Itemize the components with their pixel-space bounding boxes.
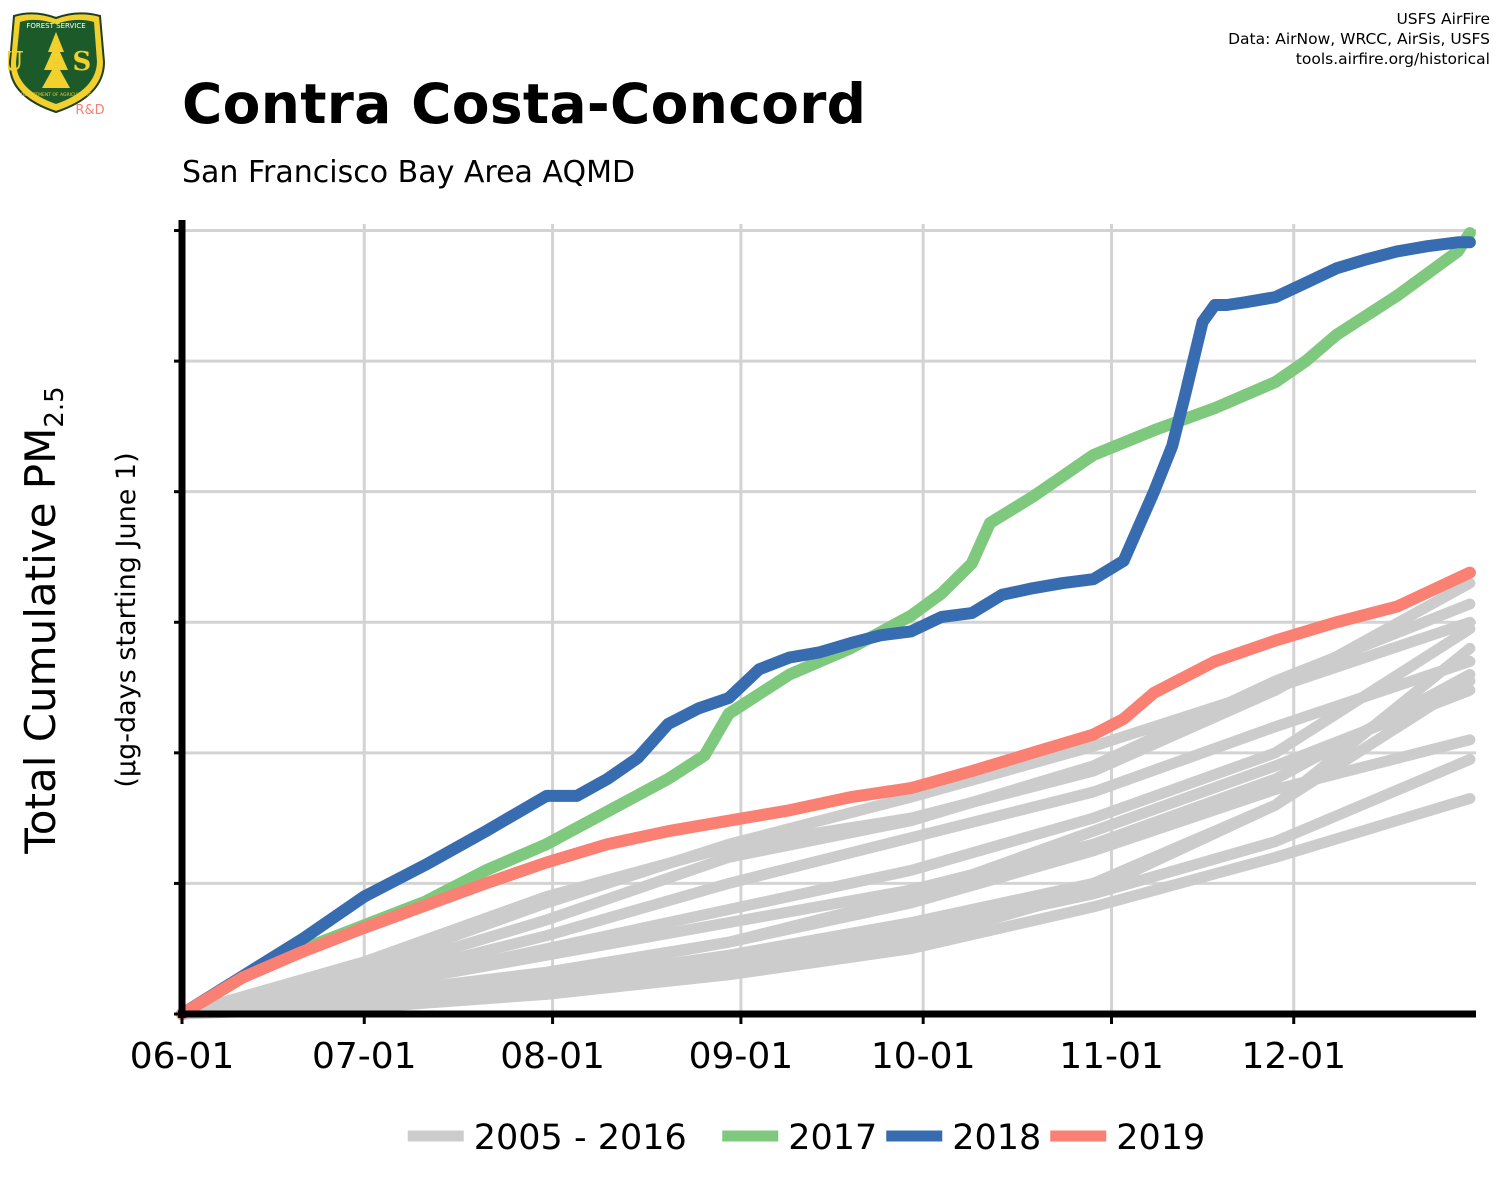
history-series-group: [176, 577, 1476, 1020]
y-axis-label-subscript: 2.5: [40, 386, 70, 427]
x-tick-label: 11-01: [1059, 1036, 1164, 1077]
series-line-2005-2016: [176, 793, 1476, 1020]
legend-label: 2017: [788, 1118, 877, 1158]
x-tick-label: 09-01: [689, 1036, 794, 1077]
y-axis-sublabel: (µg-days starting June 1): [111, 452, 142, 787]
series-line-2017: [176, 227, 1476, 1020]
series-line-2019: [176, 566, 1476, 1020]
y-axis-label: Total Cumulative PM2.5: [16, 386, 70, 854]
credit-line: Data: AirNow, WRCC, AirSis, USFS: [1228, 30, 1490, 48]
credit-line: tools.airfire.org/historical: [1295, 50, 1490, 68]
highlight-series-group: [176, 227, 1476, 1020]
usfs-logo: FOREST SERVICE U S DEPARTMENT OF AGRICUL…: [8, 12, 111, 118]
x-tick-labels: 06-01 07-01 08-01 09-01 10-01 11-01 12-01: [130, 1036, 1346, 1077]
series-line-2005-2016: [176, 753, 1476, 1020]
series-line-2005-2016: [176, 598, 1476, 1020]
chart-title: Contra Costa-Concord: [182, 72, 867, 136]
logo-rd-text: R&D: [75, 103, 104, 118]
x-tick-label: 12-01: [1241, 1036, 1346, 1077]
series-line-2005-2016: [176, 623, 1476, 1020]
x-tick-label: 08-01: [500, 1036, 605, 1077]
series-line-2005-2016: [176, 577, 1476, 1020]
x-tick-label: 06-01: [130, 1036, 235, 1077]
credits: USFS AirFire Data: AirNow, WRCC, AirSis,…: [1228, 9, 1490, 69]
axes: [174, 220, 1476, 1024]
chart-subtitle: San Francisco Bay Area AQMD: [182, 155, 636, 190]
legend-label: 2019: [1116, 1118, 1205, 1158]
tree-icon: [42, 32, 70, 88]
y-axis-label-main: Total Cumulative PM: [16, 428, 65, 855]
logo-bottom-text: DEPARTMENT OF AGRICULTURE: [21, 92, 92, 98]
credit-line: USFS AirFire: [1396, 10, 1490, 28]
logo-letters: U S: [8, 47, 111, 77]
legend-label: 2018: [952, 1118, 1041, 1158]
logo-top-text: FOREST SERVICE: [26, 22, 85, 30]
series-line-2018: [176, 236, 1476, 1020]
legend-label: 2005 - 2016: [474, 1118, 687, 1158]
series-line-2005-2016: [176, 655, 1476, 1020]
x-tick-label: 07-01: [312, 1036, 417, 1077]
x-tick-label: 10-01: [871, 1036, 976, 1077]
legend: 2005 - 2016 2017 2018 2019: [407, 1118, 1205, 1158]
